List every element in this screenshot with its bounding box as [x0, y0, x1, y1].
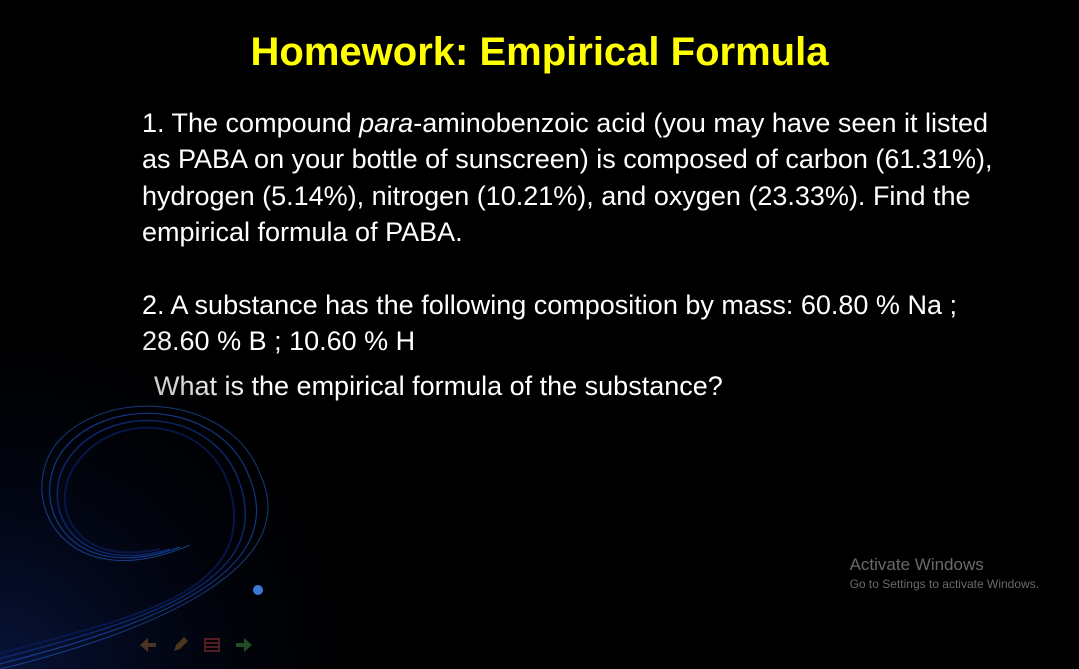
slide-body: 1. The compound para-aminobenzoic acid (…	[0, 105, 1079, 404]
presentation-slide: Homework: Empirical Formula 1. The compo…	[0, 0, 1079, 669]
watermark-title: Activate Windows	[850, 555, 1039, 575]
next-slide-button[interactable]	[236, 637, 252, 653]
presenter-toolbar	[140, 637, 252, 653]
question-1: 1. The compound para-aminobenzoic acid (…	[142, 105, 1009, 251]
previous-slide-button[interactable]	[140, 637, 156, 653]
slide-menu-button[interactable]	[204, 637, 220, 653]
question-2-line2: What is the empirical formula of the sub…	[142, 368, 1009, 404]
windows-activation-watermark: Activate Windows Go to Settings to activ…	[850, 555, 1039, 591]
watermark-subtitle: Go to Settings to activate Windows.	[850, 577, 1039, 591]
pen-tool-button[interactable]	[172, 637, 188, 653]
q1-prefix: 1. The compound	[142, 108, 359, 138]
q1-italic: para	[359, 108, 413, 138]
slide-title: Homework: Empirical Formula	[0, 30, 1079, 75]
question-2-line1: 2. A substance has the following composi…	[142, 287, 1009, 360]
